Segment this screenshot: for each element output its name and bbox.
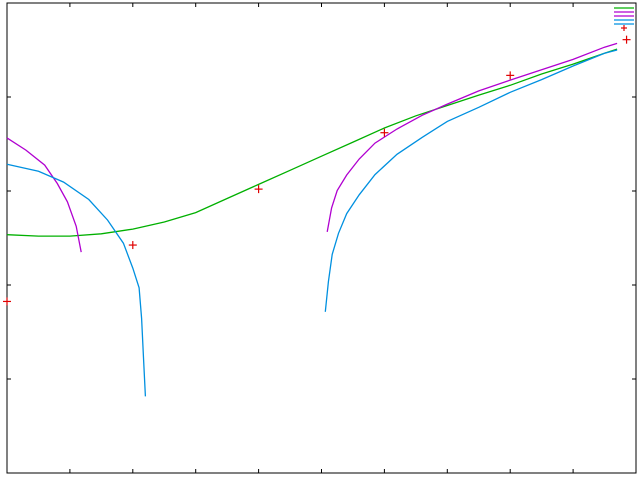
series-line-2 (326, 42, 618, 233)
series-line-1 (6, 137, 82, 253)
series-line-3 (6, 163, 147, 397)
series-line-0 (6, 48, 618, 237)
chart-series (3, 35, 631, 397)
data-point (380, 128, 389, 137)
chart-legend (614, 7, 634, 31)
data-point (622, 35, 631, 44)
series-line-4 (324, 49, 618, 312)
data-point (3, 297, 11, 306)
data-point (506, 71, 515, 80)
data-point (128, 241, 137, 250)
data-point (254, 185, 263, 194)
chart-axes (6, 2, 637, 474)
